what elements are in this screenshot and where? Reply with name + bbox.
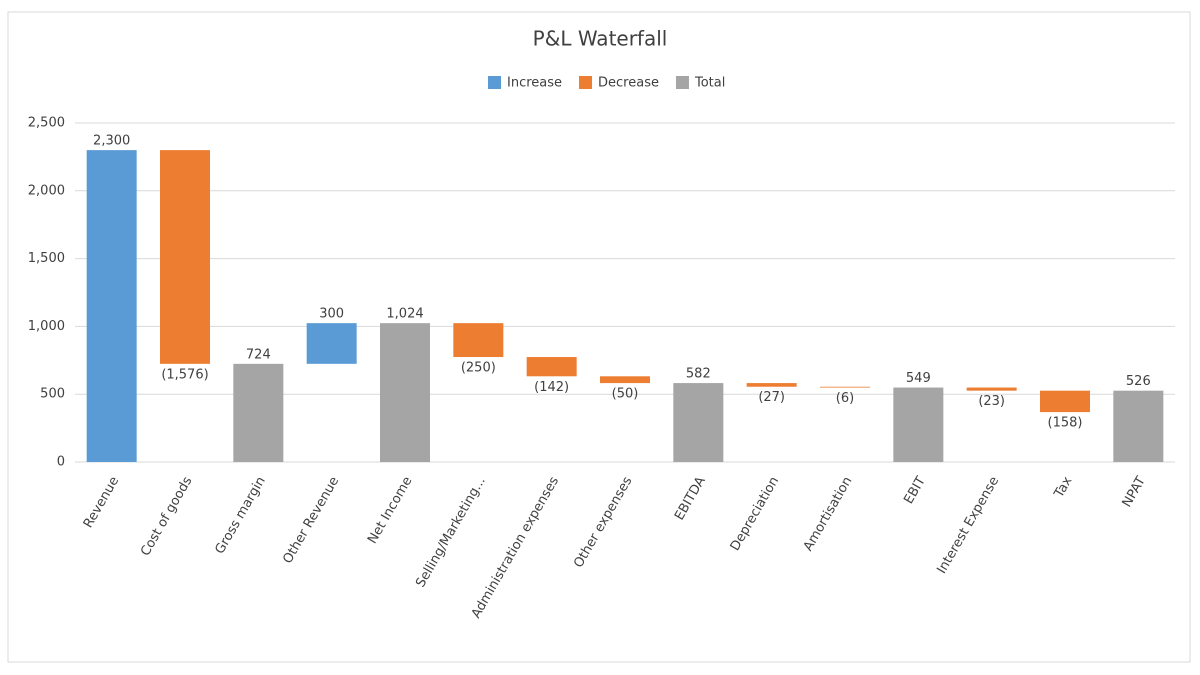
bar	[306, 323, 357, 364]
y-tick-label: 2,000	[28, 183, 65, 198]
value-label: (158)	[1048, 416, 1083, 431]
value-label: (142)	[534, 380, 569, 395]
bar	[526, 357, 577, 377]
chart-title: P&L Waterfall	[533, 27, 668, 51]
bar	[600, 376, 650, 384]
y-tick-label: 0	[57, 455, 65, 470]
legend-swatch	[579, 76, 593, 89]
value-label: 1,024	[386, 307, 423, 322]
bar	[893, 387, 944, 462]
bar	[820, 386, 870, 388]
legend-label: Increase	[507, 76, 562, 91]
value-label: 724	[246, 347, 271, 362]
value-label: (23)	[978, 394, 1005, 409]
value-label: 549	[906, 371, 931, 386]
value-label: (6)	[836, 391, 854, 406]
value-label: 300	[319, 307, 344, 322]
bar	[380, 323, 430, 462]
y-tick-label: 2,500	[28, 116, 65, 131]
legend-label: Decrease	[598, 76, 659, 91]
bar	[1113, 390, 1164, 462]
bar	[1040, 390, 1090, 413]
bar	[233, 363, 284, 462]
bar	[86, 150, 137, 462]
value-label: (50)	[612, 387, 639, 402]
bar	[160, 150, 210, 364]
y-tick-label: 1,500	[28, 251, 65, 266]
legend-label: Total	[694, 76, 725, 91]
bar	[746, 383, 797, 387]
value-label: (27)	[758, 390, 785, 405]
value-label: (1,576)	[161, 367, 208, 382]
y-tick-label: 500	[40, 387, 65, 402]
value-label: 582	[686, 367, 711, 382]
bar	[453, 323, 504, 358]
legend-swatch	[675, 76, 689, 89]
bar	[966, 387, 1017, 391]
value-label: 526	[1126, 374, 1151, 389]
value-label: 2,300	[93, 134, 130, 149]
bar	[673, 383, 724, 462]
value-label: (250)	[461, 361, 496, 376]
legend-swatch	[488, 76, 501, 89]
y-tick-label: 1,000	[28, 319, 65, 334]
